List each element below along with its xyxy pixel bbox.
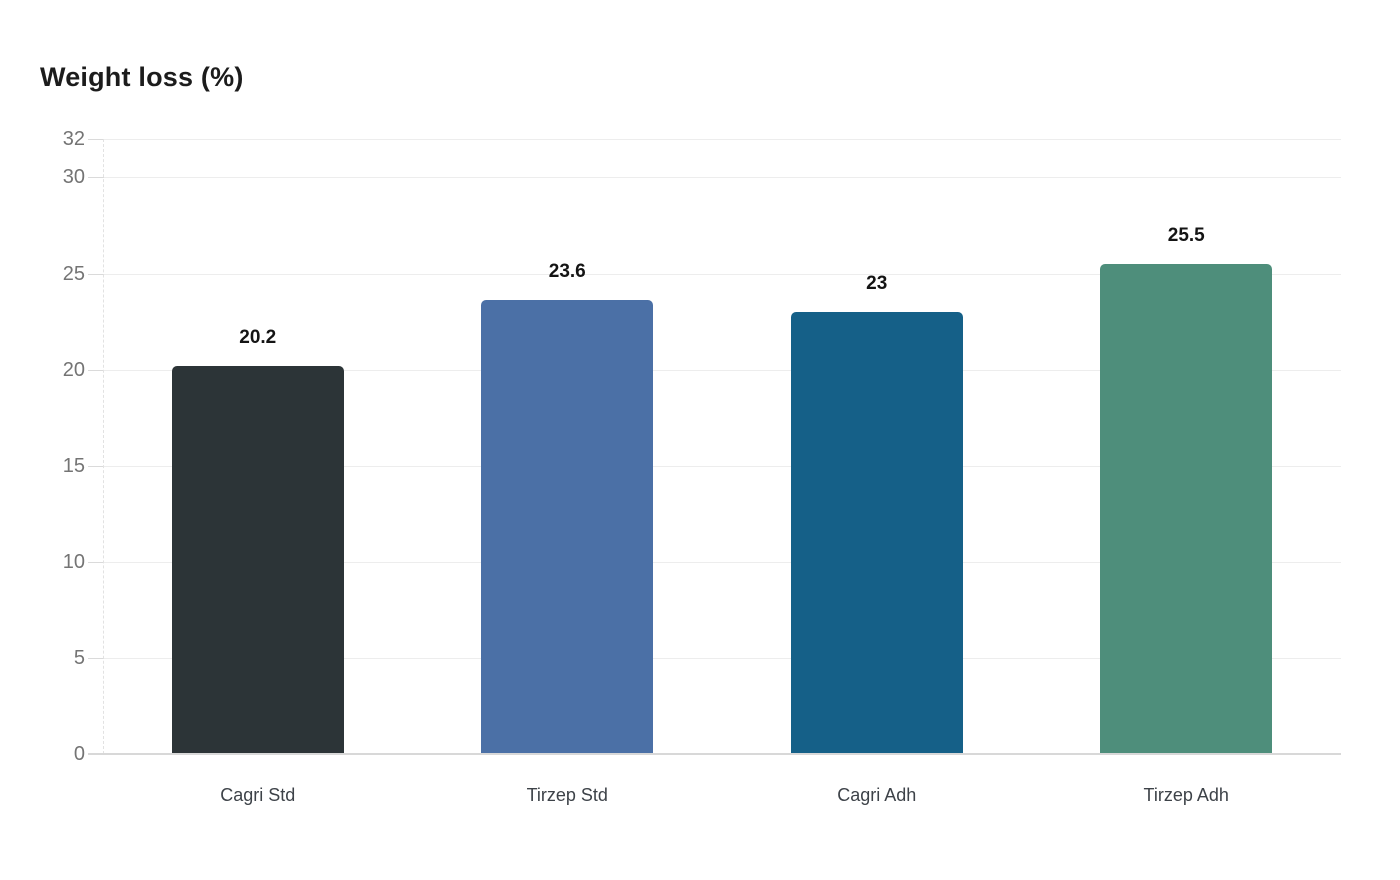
y-axis-tick-label: 5 — [73, 646, 85, 669]
gridline — [104, 657, 1341, 659]
y-axis-tick — [88, 139, 104, 140]
y-axis-tick — [88, 369, 104, 371]
y-axis-tick — [88, 657, 104, 659]
gridline — [104, 273, 1341, 275]
bar-tirzep-std — [481, 300, 654, 754]
bar-cagri-adh — [790, 311, 963, 754]
y-axis-tick-label: 15 — [62, 454, 85, 477]
y-axis-line — [103, 139, 104, 754]
y-axis-tick-label: 10 — [62, 550, 85, 573]
y-axis-tick — [88, 561, 104, 563]
bar-value-label: 20.2 — [239, 326, 277, 348]
bar-value-label: 23 — [866, 272, 888, 294]
gridline — [104, 139, 1341, 140]
y-axis-tick — [88, 177, 104, 179]
y-axis-tick-label: 0 — [73, 743, 85, 765]
bar-tirzep-adh — [1100, 263, 1273, 754]
gridline — [104, 465, 1341, 467]
bar-value-label: 25.5 — [1167, 224, 1205, 246]
x-axis-category-label: Tirzep Std — [526, 785, 608, 805]
bar-cagri-std — [171, 365, 344, 754]
x-axis-baseline — [88, 753, 1341, 755]
y-axis-tick — [88, 273, 104, 275]
y-axis-tick-label: 25 — [62, 262, 85, 285]
gridline — [104, 561, 1341, 563]
gridline — [104, 177, 1341, 179]
x-axis-category-label: Cagri Std — [220, 785, 296, 805]
gridline — [104, 369, 1341, 371]
x-axis-category-label: Cagri Adh — [837, 785, 917, 805]
x-axis-category-label: Tirzep Adh — [1143, 785, 1229, 805]
bar-value-label: 23.6 — [548, 261, 586, 283]
y-axis-tick-label: 32 — [62, 128, 85, 150]
y-axis-tick — [88, 465, 104, 467]
y-axis-tick-label: 30 — [62, 166, 85, 189]
chart-title: Weight loss (%) — [40, 62, 244, 92]
y-axis-tick-label: 20 — [62, 358, 85, 381]
